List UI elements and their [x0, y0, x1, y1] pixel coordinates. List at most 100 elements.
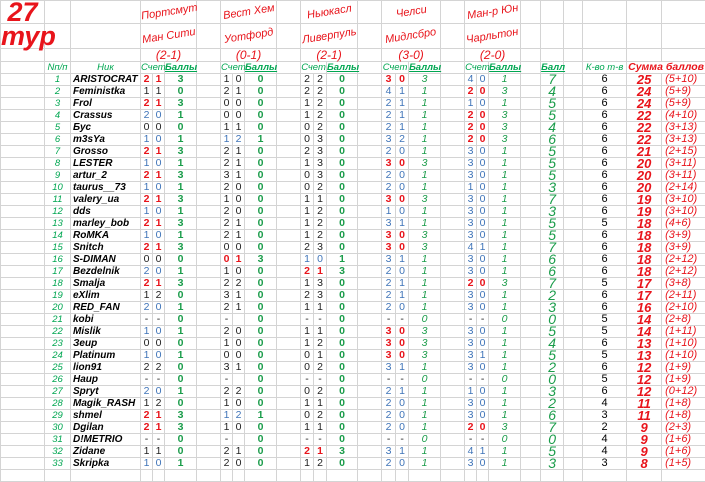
empty-cell[interactable] [277, 24, 301, 49]
predicted-away-goals[interactable]: 1 [396, 254, 409, 266]
predicted-home-goals[interactable]: - [382, 434, 396, 446]
predicted-home-goals[interactable]: 1 [141, 86, 153, 98]
predicted-home-goals[interactable]: 1 [301, 302, 314, 314]
match-points[interactable]: 0 [245, 362, 277, 374]
empty-cell[interactable] [627, 24, 662, 49]
rounds-count[interactable]: 5 [583, 374, 627, 386]
match-points[interactable]: 0 [245, 398, 277, 410]
predicted-home-goals[interactable]: 2 [221, 230, 233, 242]
row-number[interactable]: 3 [45, 98, 71, 110]
empty-cell[interactable] [197, 230, 221, 242]
player-nick[interactable]: RED_FAN [71, 302, 141, 314]
points-breakdown[interactable]: (3+8) [662, 278, 705, 290]
match-points[interactable]: 1 [489, 98, 521, 110]
match-points[interactable]: 1 [409, 266, 441, 278]
predicted-away-goals[interactable] [233, 434, 245, 446]
match-points[interactable]: 0 [245, 278, 277, 290]
match-points[interactable]: 0 [245, 446, 277, 458]
predicted-home-goals[interactable]: 2 [382, 146, 396, 158]
predicted-home-goals[interactable]: - [465, 314, 477, 326]
empty-cell[interactable] [327, 470, 358, 482]
row-number[interactable]: 29 [45, 410, 71, 422]
predicted-home-goals[interactable]: 4 [465, 74, 477, 86]
points-breakdown[interactable]: (3+11) [662, 170, 705, 182]
predicted-home-goals[interactable]: 3 [221, 170, 233, 182]
predicted-away-goals[interactable]: 0 [233, 98, 245, 110]
match-home-team[interactable]: Ньюкасл [301, 1, 358, 24]
empty-cell[interactable] [197, 302, 221, 314]
predicted-away-goals[interactable]: - [396, 374, 409, 386]
empty-cell[interactable] [277, 122, 301, 134]
match-result[interactable]: (3-0) [382, 49, 441, 62]
match-points[interactable]: 1 [489, 242, 521, 254]
predicted-home-goals[interactable]: 0 [301, 170, 314, 182]
points-breakdown[interactable]: (0+12) [662, 386, 705, 398]
predicted-home-goals[interactable]: 2 [221, 218, 233, 230]
empty-cell[interactable] [564, 386, 583, 398]
predicted-away-goals[interactable]: 0 [396, 74, 409, 86]
row-number[interactable]: 15 [45, 242, 71, 254]
predicted-home-goals[interactable]: 3 [465, 218, 477, 230]
empty-cell[interactable] [489, 470, 521, 482]
empty-cell[interactable] [1, 98, 45, 110]
empty-cell[interactable] [441, 218, 465, 230]
predicted-away-goals[interactable]: 1 [396, 278, 409, 290]
match-points[interactable]: 0 [165, 290, 197, 302]
row-number[interactable]: 4 [45, 110, 71, 122]
match-points[interactable]: 0 [327, 122, 358, 134]
predicted-away-goals[interactable]: 0 [153, 302, 165, 314]
empty-cell[interactable] [1, 314, 45, 326]
empty-cell[interactable] [277, 98, 301, 110]
empty-cell[interactable] [1, 278, 45, 290]
empty-cell[interactable] [541, 49, 564, 62]
predicted-home-goals[interactable]: 3 [382, 74, 396, 86]
predicted-away-goals[interactable]: 0 [233, 350, 245, 362]
empty-cell[interactable] [521, 410, 541, 422]
empty-cell[interactable] [1, 470, 45, 482]
predicted-away-goals[interactable] [233, 314, 245, 326]
predicted-away-goals[interactable]: 0 [153, 266, 165, 278]
empty-cell[interactable] [521, 158, 541, 170]
predicted-away-goals[interactable]: 1 [396, 446, 409, 458]
player-nick[interactable]: Grosso [71, 146, 141, 158]
predicted-home-goals[interactable]: - [221, 434, 233, 446]
points-breakdown[interactable]: (3+10) [662, 194, 705, 206]
predicted-away-goals[interactable]: 1 [396, 290, 409, 302]
match-points[interactable]: 0 [245, 434, 277, 446]
empty-cell[interactable] [441, 458, 465, 470]
predicted-home-goals[interactable]: 2 [141, 194, 153, 206]
predicted-away-goals[interactable]: 1 [153, 170, 165, 182]
match-points[interactable]: 0 [409, 434, 441, 446]
predicted-away-goals[interactable]: 3 [314, 134, 327, 146]
predicted-away-goals[interactable]: 1 [396, 218, 409, 230]
match-points[interactable]: 1 [489, 446, 521, 458]
predicted-home-goals[interactable]: 3 [382, 326, 396, 338]
predicted-home-goals[interactable]: 4 [382, 86, 396, 98]
match-result[interactable]: (0-1) [221, 49, 277, 62]
player-nick[interactable]: Frol [71, 98, 141, 110]
row-number[interactable]: 13 [45, 218, 71, 230]
empty-cell[interactable] [277, 422, 301, 434]
match-points[interactable]: 1 [165, 266, 197, 278]
empty-cell[interactable] [45, 470, 71, 482]
row-number[interactable]: 33 [45, 458, 71, 470]
rounds-count[interactable]: 6 [583, 194, 627, 206]
predicted-home-goals[interactable]: 1 [301, 158, 314, 170]
empty-cell[interactable] [441, 62, 465, 74]
predicted-away-goals[interactable]: 0 [233, 206, 245, 218]
empty-cell[interactable] [441, 122, 465, 134]
match-points[interactable]: 1 [409, 122, 441, 134]
player-nick[interactable]: marley_bob [71, 218, 141, 230]
predicted-away-goals[interactable]: 0 [153, 458, 165, 470]
empty-cell[interactable] [521, 278, 541, 290]
rounds-count[interactable]: 6 [583, 146, 627, 158]
match-points[interactable]: 3 [165, 218, 197, 230]
empty-cell[interactable] [477, 470, 489, 482]
predicted-home-goals[interactable]: 2 [301, 86, 314, 98]
row-number[interactable]: 31 [45, 434, 71, 446]
header-points[interactable]: Баллы [165, 62, 197, 74]
empty-cell[interactable] [662, 49, 705, 62]
predicted-away-goals[interactable]: 1 [477, 350, 489, 362]
match-points[interactable]: 3 [165, 98, 197, 110]
rounds-count[interactable]: 6 [583, 134, 627, 146]
